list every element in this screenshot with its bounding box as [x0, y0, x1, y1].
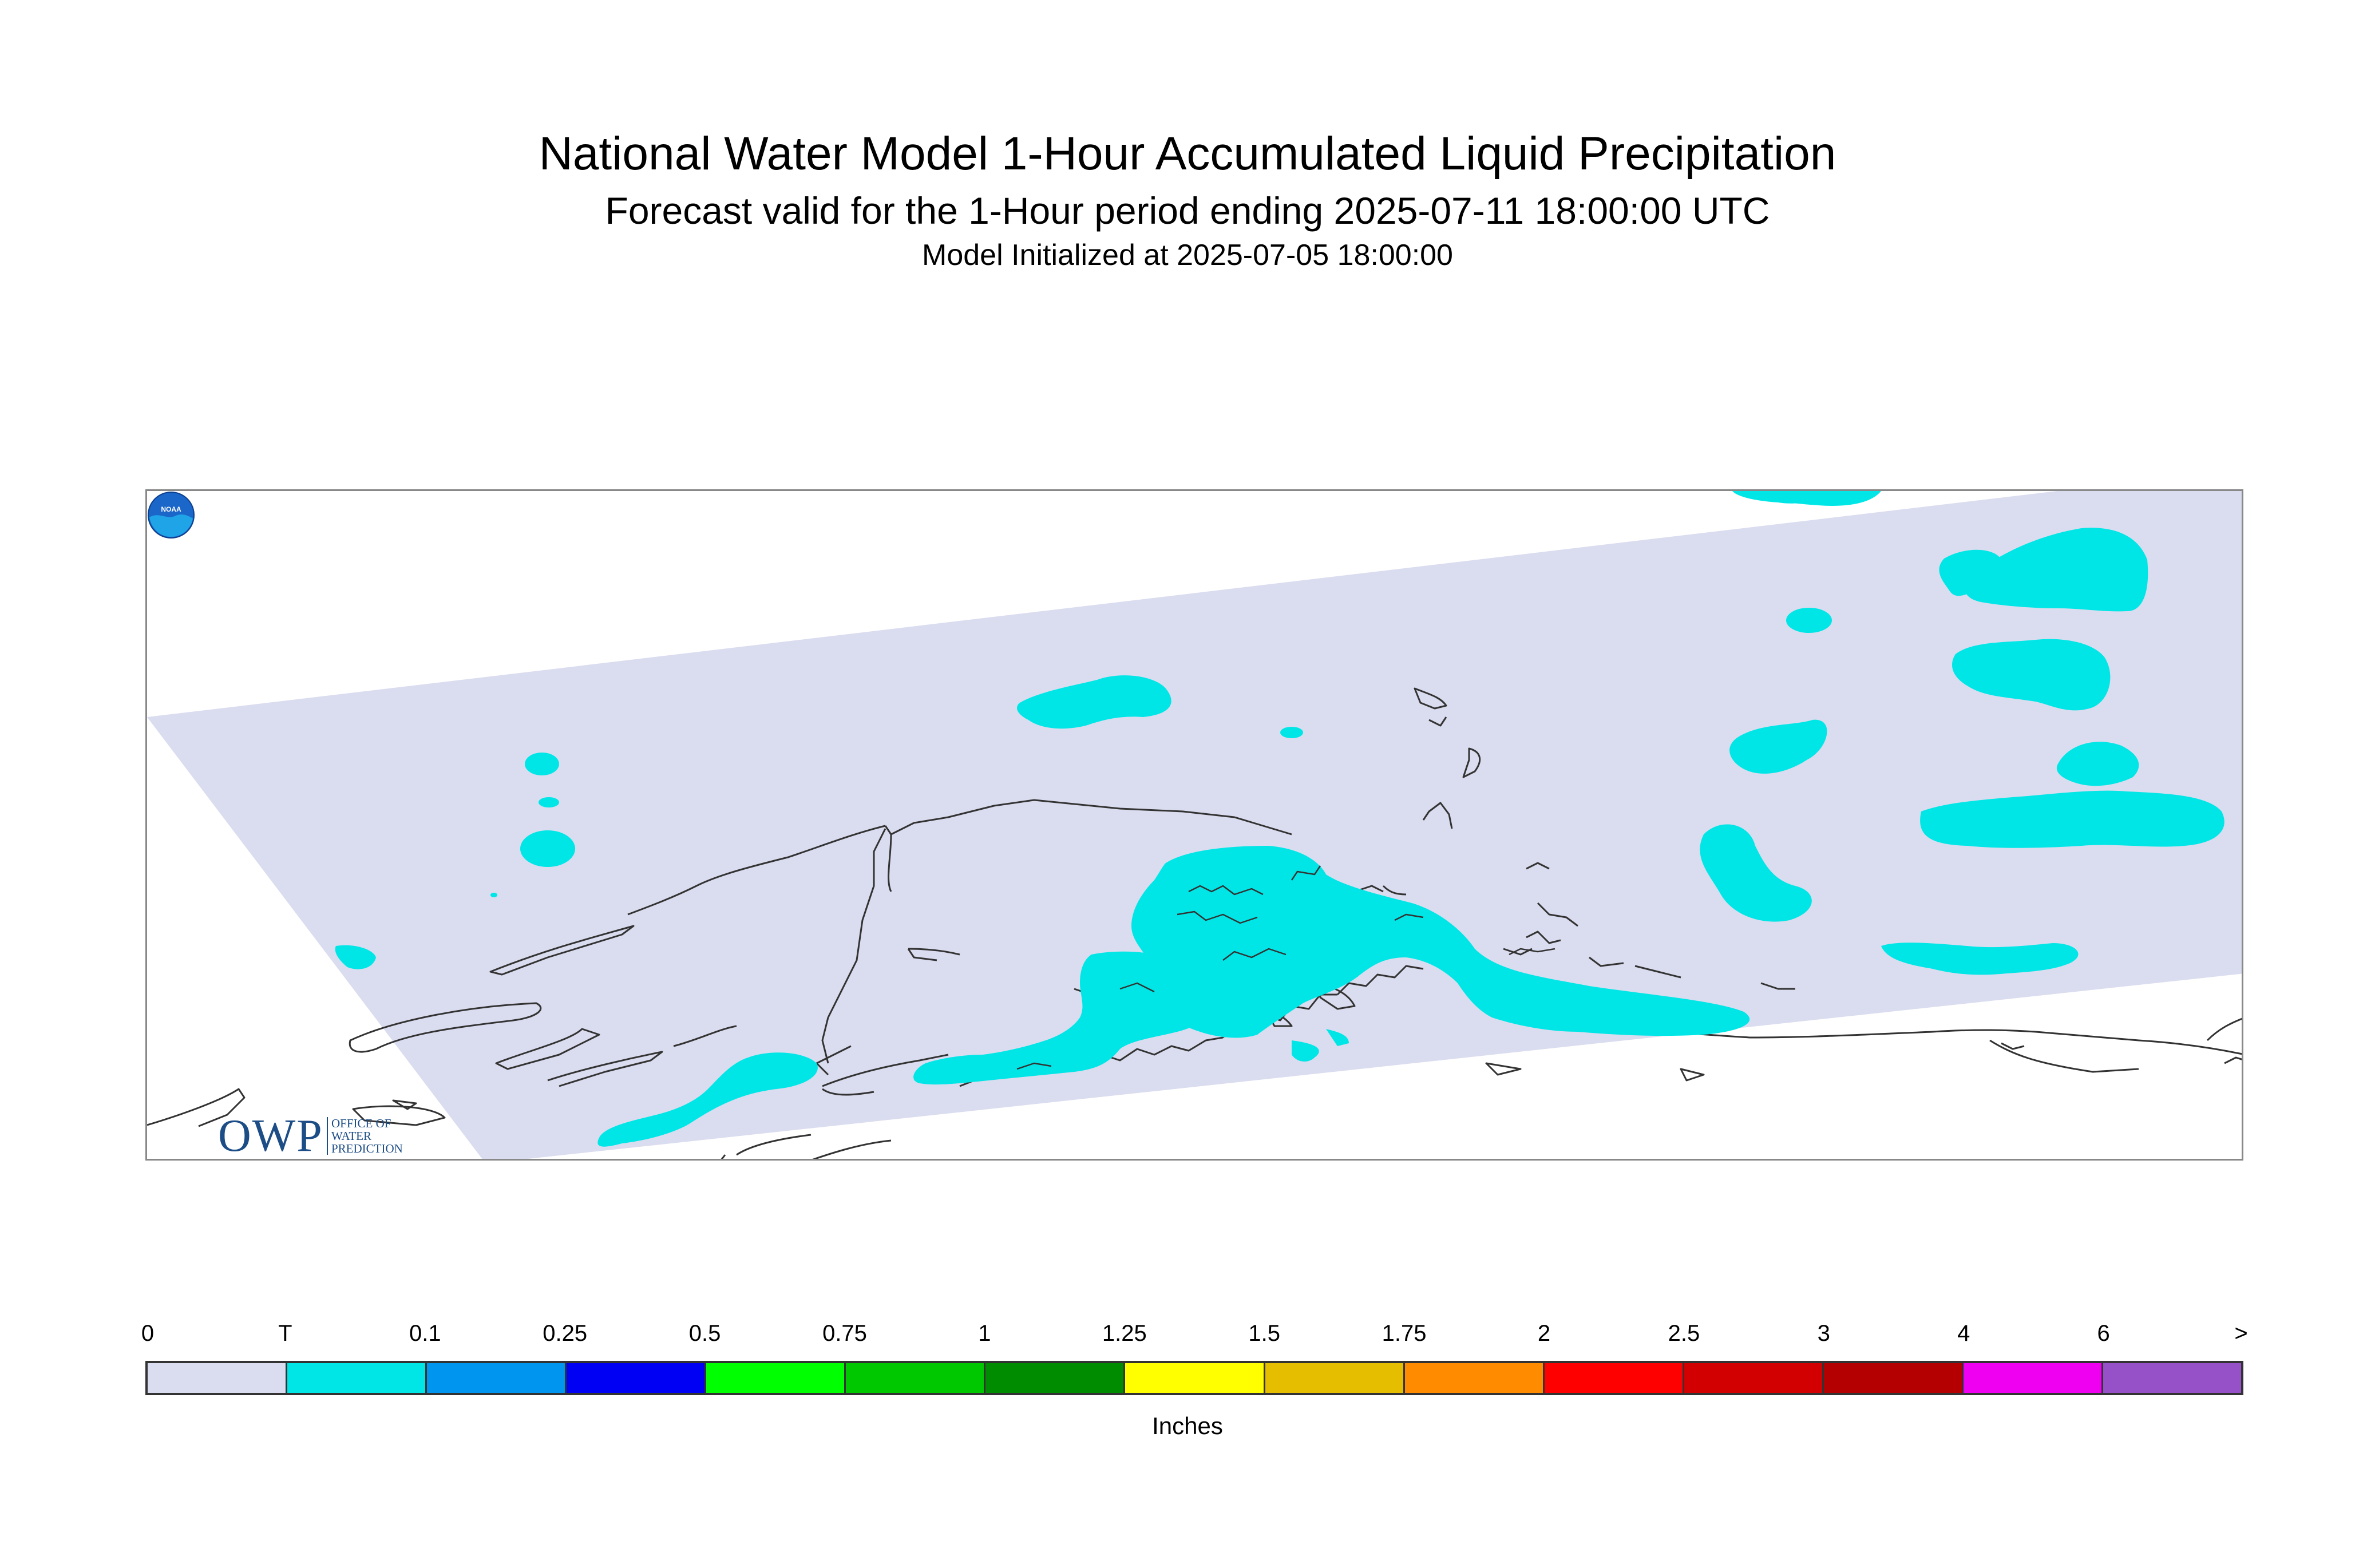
legend-swatch: [1544, 1363, 1684, 1393]
legend-swatch: [1823, 1363, 1964, 1393]
legend-tick-label: 4: [1957, 1321, 1970, 1346]
map-subtitle: Forecast valid for the 1-Hour period end…: [605, 189, 1770, 232]
legend-swatch: [1404, 1363, 1545, 1393]
owp-logo-line1: OFFICE OF: [331, 1116, 391, 1130]
owp-logo-text: OWP: [218, 1111, 323, 1161]
legend-tick-label: 1.75: [1382, 1321, 1427, 1346]
legend-swatch: [846, 1363, 986, 1393]
owp-logo-subtext: OFFICE OF WATER PREDICTION: [327, 1117, 403, 1155]
legend-swatch: [706, 1363, 846, 1393]
legend-tick-label: >: [2234, 1321, 2248, 1346]
legend-tick-label: 2.5: [1668, 1321, 1700, 1346]
legend-tick-label: 0: [141, 1321, 155, 1346]
color-legend: [145, 1361, 2243, 1395]
map-panel: OWP OFFICE OF WATER PREDICTION NOAA: [145, 489, 2243, 1161]
legend-swatch: [2103, 1363, 2241, 1393]
owp-logo-line3: PREDICTION: [331, 1142, 403, 1155]
legend-swatch: [1684, 1363, 1824, 1393]
legend-tick-label: T: [278, 1321, 292, 1346]
legend-tick-label: 0.1: [409, 1321, 441, 1346]
model-domain: [147, 491, 2242, 1159]
legend-swatch: [1125, 1363, 1265, 1393]
legend-swatch: [287, 1363, 428, 1393]
init-time: Model Initialized at 2025-07-05 18:00:00: [922, 239, 1453, 272]
legend-tick-label: 2: [1537, 1321, 1551, 1346]
legend-swatch: [1963, 1363, 2103, 1393]
legend-tick-label: 3: [1817, 1321, 1830, 1346]
legend-swatch: [1265, 1363, 1405, 1393]
noaa-logo-icon: NOAA: [148, 492, 195, 538]
legend-tick-label: 0.5: [688, 1321, 721, 1346]
legend-tick-label: 1.25: [1102, 1321, 1147, 1346]
map-title: National Water Model 1-Hour Accumulated …: [539, 128, 1836, 180]
legend-tick-label: 0.25: [543, 1321, 588, 1346]
noaa-logo-text: NOAA: [161, 505, 181, 513]
legend-tick-label: 0.75: [822, 1321, 867, 1346]
legend-units: Inches: [1152, 1412, 1223, 1439]
legend-swatch: [148, 1363, 288, 1393]
coastline-overlay: [1016, 865, 1555, 1070]
legend-tick-label: 1.5: [1248, 1321, 1280, 1346]
legend-tick-label: 1: [978, 1321, 991, 1346]
legend-tick-label: 6: [2097, 1321, 2110, 1346]
legend-swatch: [567, 1363, 707, 1393]
precip-map: [147, 491, 2242, 1159]
owp-logo-line2: WATER: [331, 1129, 371, 1143]
legend-swatch: [427, 1363, 567, 1393]
legend-swatch: [985, 1363, 1126, 1393]
